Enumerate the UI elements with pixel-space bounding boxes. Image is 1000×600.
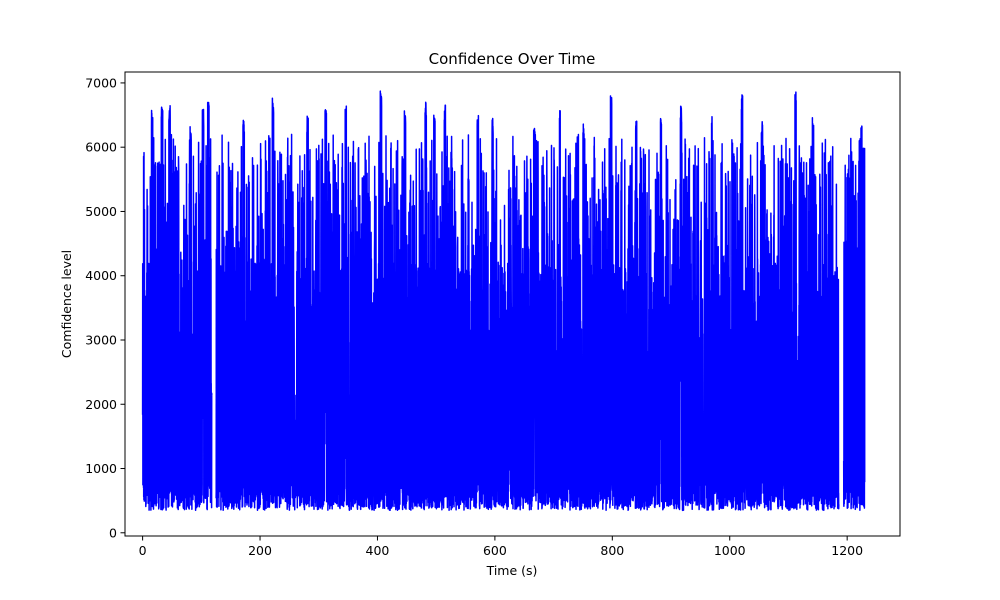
y-axis: 0 1000 2000 3000 4000 5000 6000 7000 (85, 75, 125, 540)
x-tick-label: 400 (366, 543, 390, 558)
y-tick-label: 3000 (85, 332, 117, 347)
plot-area (124, 71, 901, 537)
y-axis-label: Comfidence level (59, 250, 74, 358)
y-tick-label: 2000 (85, 397, 117, 412)
x-tick-label: 1000 (714, 543, 746, 558)
series-line (141, 90, 866, 512)
y-tick-label: 0 (109, 525, 117, 540)
y-tick-label: 5000 (85, 204, 117, 219)
x-axis-label: Time (s) (486, 563, 538, 578)
y-tick-label: 4000 (85, 268, 117, 283)
x-tick-label: 1200 (831, 543, 863, 558)
x-axis: 0 200 400 600 800 1000 1200 (139, 536, 863, 558)
y-tick-label: 7000 (85, 75, 117, 90)
x-tick-label: 800 (600, 543, 624, 558)
x-tick-label: 600 (483, 543, 507, 558)
plot-frame (124, 71, 901, 537)
x-tick-label: 200 (248, 543, 272, 558)
x-tick-label: 0 (139, 543, 147, 558)
y-tick-label: 1000 (85, 461, 117, 476)
y-tick-label: 6000 (85, 140, 117, 155)
chart-title: Confidence Over Time (429, 50, 596, 68)
